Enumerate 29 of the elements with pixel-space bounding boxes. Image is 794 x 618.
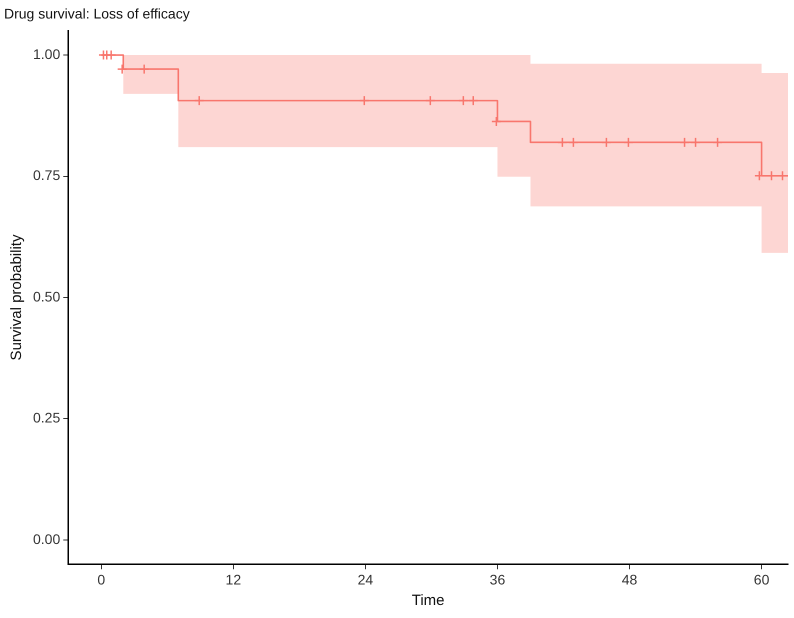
x-tick-label: 48 <box>622 571 638 588</box>
x-tick-label: 24 <box>358 571 374 588</box>
point <box>601 137 612 148</box>
point <box>568 137 579 148</box>
point <box>138 64 150 74</box>
x-tick-label: 60 <box>754 571 770 588</box>
y-tick-label: 0.50 <box>33 288 60 304</box>
chart-title: Drug survival: Loss of efficacy <box>4 5 190 22</box>
point <box>491 116 502 127</box>
x-tick-label: 12 <box>226 571 242 588</box>
y-tick-label: 0.25 <box>33 410 60 426</box>
point <box>359 95 370 106</box>
x-tick-label: 36 <box>490 571 506 588</box>
point <box>194 95 204 106</box>
point <box>690 137 701 148</box>
point <box>623 137 634 148</box>
y-tick-label: 0.75 <box>33 167 60 184</box>
point <box>712 137 723 148</box>
point <box>458 95 469 106</box>
x-axis-title: Time <box>412 592 445 610</box>
point <box>425 95 436 106</box>
x-tick-label: 0 <box>97 571 106 588</box>
point <box>116 64 128 74</box>
point <box>557 137 568 148</box>
point <box>679 137 690 148</box>
y-axis-title: Survival probability <box>8 234 26 360</box>
y-tick-label: 0.00 <box>33 530 60 547</box>
point <box>468 95 478 106</box>
y-tick-label: 1.00 <box>33 46 60 62</box>
